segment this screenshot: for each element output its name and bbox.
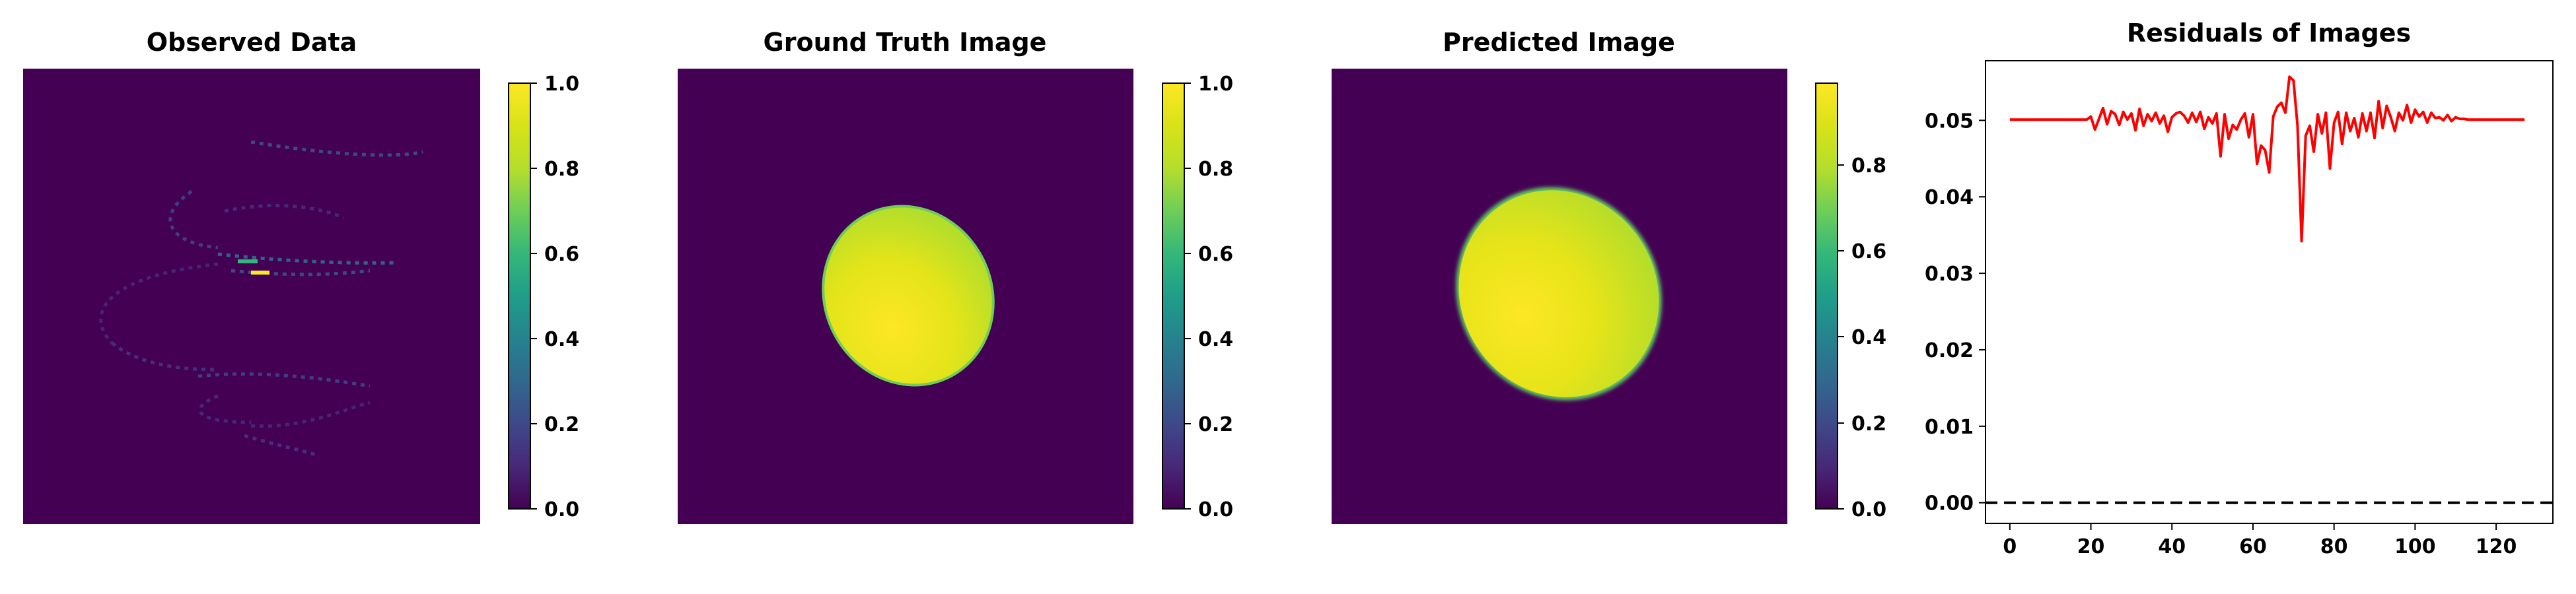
x-tick-label: 120 bbox=[2476, 535, 2517, 558]
colorbar-2-tick-label: 1.0 bbox=[1198, 73, 1233, 96]
observed-data-title: Observed Data bbox=[147, 28, 357, 57]
residuals-plot-area bbox=[1985, 60, 2554, 524]
x-tick-label: 0 bbox=[2003, 535, 2017, 558]
colorbar-1-tick-label: 0.8 bbox=[544, 158, 579, 181]
colorbar-3-tick-label: 0.0 bbox=[1851, 498, 1886, 521]
y-tick-label: 0.02 bbox=[1925, 339, 1974, 362]
trace-bottom bbox=[244, 434, 318, 457]
colorbar-2-tick-label: 0.4 bbox=[1198, 328, 1233, 351]
trace-center bbox=[217, 252, 397, 265]
x-tick-label: 80 bbox=[2320, 535, 2348, 558]
y-tick-label: 0.01 bbox=[1925, 416, 1974, 439]
observed-bright-segment bbox=[251, 271, 269, 275]
x-tick-label: 100 bbox=[2394, 535, 2436, 558]
predicted-title: Predicted Image bbox=[1443, 28, 1675, 57]
colorbar-1-tick-label: 0.2 bbox=[544, 413, 579, 436]
residuals-x-ticks: 0 20 40 60 80 100 120 bbox=[2003, 523, 2517, 558]
observed-sampling-traces bbox=[99, 140, 423, 457]
colorbar-1-ticks bbox=[530, 82, 537, 510]
panel-ground-truth: Ground Truth Image 0.0 0.2 0.4 0.6 0.8 1… bbox=[678, 28, 1233, 524]
predicted-ellipse bbox=[1458, 190, 1659, 397]
colorbar-2-tick-label: 0.6 bbox=[1198, 243, 1233, 266]
ground-truth-ellipse bbox=[824, 207, 992, 384]
colorbar-2-tick-label: 0.2 bbox=[1198, 413, 1233, 436]
x-tick-label: 20 bbox=[2077, 535, 2105, 558]
trace-upper-right bbox=[224, 203, 345, 220]
panel-residuals: Residuals of Images 0 20 40 60 80 100 120 0.00… bbox=[1925, 18, 2554, 558]
y-tick-label: 0.04 bbox=[1925, 186, 1974, 209]
residuals-series-line bbox=[2009, 75, 2525, 243]
trace-upper-left bbox=[168, 189, 219, 249]
colorbar-3-tick-label: 0.6 bbox=[1851, 240, 1886, 263]
trace-lower bbox=[197, 372, 371, 388]
trace-left-arc-2 bbox=[111, 342, 219, 372]
colorbar-1-tick-label: 0.0 bbox=[544, 498, 579, 521]
colorbar-2-tick-label: 0.0 bbox=[1198, 498, 1233, 521]
y-tick-label: 0.03 bbox=[1925, 263, 1974, 286]
x-tick-label: 40 bbox=[2158, 535, 2186, 558]
colorbar-2-ticks bbox=[1184, 82, 1191, 510]
colorbar-3-tick-label: 0.8 bbox=[1851, 154, 1886, 178]
colorbar-1-tick-label: 1.0 bbox=[544, 73, 579, 96]
colorbar-1-tick-label: 0.4 bbox=[544, 328, 579, 351]
trace-lower-3 bbox=[250, 401, 371, 428]
y-tick-label: 0.00 bbox=[1925, 492, 1974, 515]
x-tick-label: 60 bbox=[2239, 535, 2267, 558]
residuals-title: Residuals of Images bbox=[2127, 18, 2411, 48]
colorbar-3-ticks bbox=[1838, 164, 1844, 510]
trace-top bbox=[250, 140, 423, 157]
ground-truth-title: Ground Truth Image bbox=[764, 28, 1047, 57]
observed-bright-segment-2 bbox=[238, 259, 258, 263]
y-tick-label: 0.05 bbox=[1925, 110, 1974, 133]
colorbar-1 bbox=[508, 82, 531, 510]
colorbar-2 bbox=[1162, 82, 1185, 510]
colorbar-3 bbox=[1815, 82, 1838, 510]
trace-left-arc bbox=[99, 262, 219, 345]
colorbar-3-tick-label: 0.4 bbox=[1851, 326, 1886, 349]
colorbar-1-tick-label: 0.6 bbox=[544, 243, 579, 266]
trace-lower-2 bbox=[198, 394, 252, 424]
colorbar-3-tick-label: 0.2 bbox=[1851, 412, 1886, 436]
panel-observed-data: Observed Data 0.0 0.2 0.4 0.6 0.8 1.0 bbox=[23, 28, 579, 524]
residuals-y-ticks: 0.00 0.01 0.02 0.03 0.04 0.05 bbox=[1925, 110, 1986, 515]
colorbar-2-tick-label: 0.8 bbox=[1198, 158, 1233, 181]
observed-data-image bbox=[23, 69, 480, 524]
panel-predicted: Predicted Image 0.0 0.2 0.4 0.6 0.8 bbox=[1332, 28, 1886, 524]
